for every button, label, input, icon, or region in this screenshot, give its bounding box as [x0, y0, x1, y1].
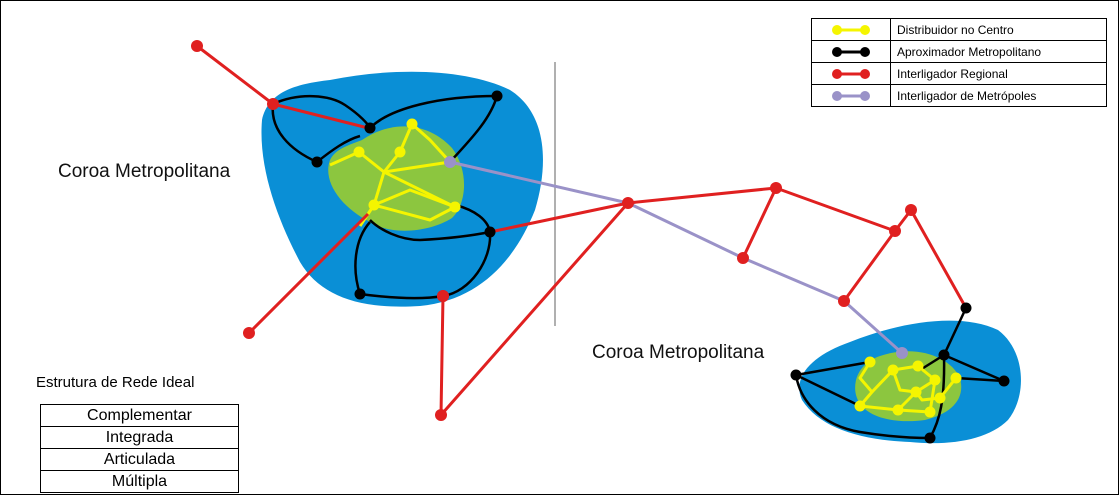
legend: Distribuidor no Centro Aproximador Metro… [811, 18, 1107, 107]
distributor-node [934, 392, 946, 404]
regional-node [622, 197, 634, 209]
black-line-node-icon [832, 46, 870, 57]
legend-row-metropoles: Interligador de Metrópoles [812, 85, 1106, 106]
distributor-node [368, 199, 380, 211]
legend-row-regional: Interligador Regional [812, 63, 1106, 85]
approximator-edge [449, 95, 499, 163]
legend-row-distributor: Distribuidor no Centro [812, 19, 1106, 41]
approximator-edge [359, 292, 444, 300]
metropole-node [896, 347, 908, 359]
approximator-node [311, 156, 323, 168]
distributor-node [910, 386, 922, 398]
approximator-node [354, 288, 366, 300]
distributor-node [912, 360, 924, 372]
distributor-node [394, 146, 406, 158]
crown-label-left: Coroa Metropolitana [58, 161, 231, 182]
approximator-edge [795, 360, 871, 377]
approximator-edge [955, 376, 1005, 383]
approximator-edge [943, 353, 1005, 383]
approximator-node [998, 375, 1010, 387]
regional-edge [842, 230, 897, 302]
distributor-node [406, 118, 418, 130]
right-center-core [855, 351, 962, 422]
regional-node [191, 40, 203, 52]
distributor-node [924, 406, 936, 418]
approximator-edge [272, 94, 372, 129]
legend-swatch [812, 41, 891, 62]
approximator-node [938, 349, 950, 361]
approximator-node [960, 302, 972, 314]
distributor-node [449, 201, 461, 213]
structure-table: Complementar Integrada Articulada Múltip… [40, 404, 239, 493]
distributor-edge [411, 122, 452, 164]
legend-label: Aproximador Metropolitano [897, 44, 1042, 59]
distributor-edge [373, 203, 456, 222]
approximator-edge [271, 103, 318, 164]
approximator-edge [794, 374, 931, 440]
distributor-node [950, 372, 962, 384]
approximator-edge [942, 307, 968, 356]
crown-label-right: Coroa Metropolitana [592, 342, 765, 363]
regional-node [770, 182, 782, 194]
distributor-node [892, 404, 904, 416]
regional-node [889, 225, 901, 237]
approximator-node [491, 90, 503, 102]
approximator-edge [442, 231, 492, 298]
legend-label: Interligador Regional [897, 66, 1008, 81]
distributor-edge [358, 123, 414, 174]
approximator-node [364, 122, 376, 134]
distributor-edge [383, 170, 456, 209]
purple-line-node-icon [832, 90, 870, 101]
distributor-edge [372, 171, 456, 209]
regional-edge [247, 212, 370, 335]
distributor-node [864, 356, 876, 368]
regional-node [437, 290, 449, 302]
regional-node [838, 295, 850, 307]
approximator-edge [369, 219, 491, 242]
legend-swatch [812, 85, 891, 106]
yellow-line-node-icon [832, 24, 870, 35]
structure-item-multipla: Múltipla [111, 473, 168, 490]
distributor-node [887, 364, 899, 376]
structure-title: Estrutura de Rede Ideal [36, 374, 195, 391]
regional-edge [489, 186, 778, 259]
metropole-node [444, 156, 456, 168]
red-line-node-icon [832, 68, 870, 79]
regional-edge [775, 186, 968, 309]
distributor-node [353, 146, 365, 158]
regional-node [435, 409, 447, 421]
legend-row-approximator: Aproximador Metropolitano [812, 41, 1106, 63]
legend-label: Interligador de Metrópoles [897, 88, 1037, 103]
approximator-edge [795, 373, 861, 408]
distributor-node [854, 400, 866, 412]
structure-item-integrada: Integrada [41, 427, 238, 449]
legend-label: Distribuidor no Centro [897, 22, 1014, 37]
regional-node [267, 98, 279, 110]
approximator-node [924, 432, 936, 444]
distributor-edge [891, 369, 936, 394]
regional-node [243, 327, 255, 339]
structure-item-complementar: Complementar [41, 405, 238, 427]
approximator-node [484, 226, 496, 238]
approximator-edge [354, 221, 371, 295]
regional-node [905, 204, 917, 216]
legend-swatch [812, 19, 891, 40]
regional-node [737, 252, 749, 264]
structure-item-articulada: Articulada [41, 449, 238, 471]
approximator-edge [928, 354, 946, 439]
approximator-node [790, 369, 802, 381]
distributor-edge [383, 160, 451, 174]
distributor-node [929, 374, 941, 386]
legend-swatch [812, 63, 891, 84]
approximator-edge [369, 94, 498, 129]
